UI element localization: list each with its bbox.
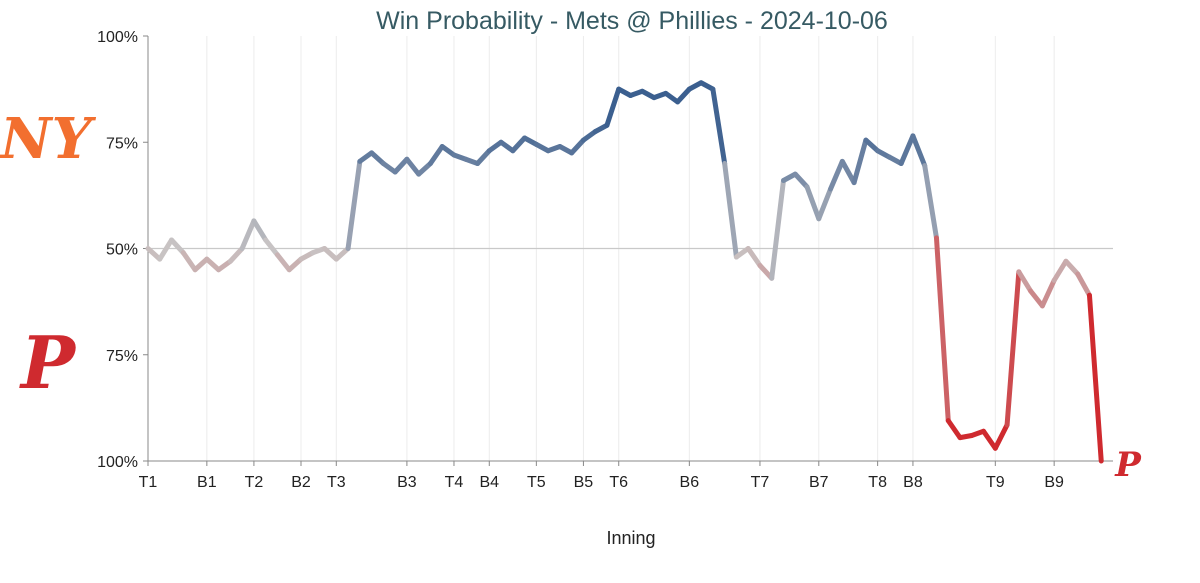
x-tick-label: T8	[868, 474, 887, 491]
x-tick-label: T2	[245, 474, 264, 491]
series-segment	[416, 161, 433, 177]
x-tick-label: T7	[751, 474, 770, 491]
series-segment	[863, 137, 881, 154]
x-axis-label: Inning	[606, 528, 655, 548]
series-segment	[839, 158, 857, 186]
y-tick-label: 100%	[97, 454, 138, 471]
y-tick-label: 75%	[106, 348, 138, 365]
series-segment	[1039, 277, 1057, 309]
x-tick-label: B9	[1044, 474, 1064, 491]
x-tick-label: T5	[527, 474, 546, 491]
x-axis: T1 B1 T2 B2 T3 B3 T4 B4 T5 B5 T6 B6 T7 B7 T8 B8 T9 B9	[139, 460, 1113, 491]
series-segment	[192, 256, 210, 273]
series-segment	[769, 178, 786, 281]
x-tick-label: B4	[479, 474, 499, 491]
series-segment	[427, 144, 445, 166]
chart-title: Win Probability - Mets @ Phillies - 2024…	[376, 7, 888, 35]
x-tick-label: T9	[986, 474, 1005, 491]
x-tick-label: B1	[197, 474, 217, 491]
series-segment	[945, 418, 963, 441]
series-segment	[710, 86, 728, 166]
series-segment	[145, 246, 163, 262]
series-segment	[274, 252, 292, 273]
series-segment	[992, 422, 1010, 451]
series-segment	[910, 133, 928, 169]
series-segment	[169, 237, 186, 256]
series-segment	[828, 158, 845, 192]
series-segment	[816, 186, 834, 222]
series-segment	[1063, 258, 1081, 277]
series-segment	[239, 218, 257, 251]
x-tick-label: B7	[809, 474, 829, 491]
phillies-logo: P	[19, 320, 77, 405]
series-segment	[227, 246, 245, 264]
win-probability-series	[145, 80, 1104, 464]
series-segment	[1004, 269, 1022, 428]
series-segment	[345, 158, 363, 251]
series-segment	[392, 156, 410, 175]
series-segment	[322, 246, 339, 262]
series-segment	[981, 428, 998, 451]
series-segment	[851, 137, 869, 186]
end-winner-logo: P	[1114, 445, 1142, 485]
series-segment	[404, 156, 422, 177]
x-tick-label: T6	[609, 474, 628, 491]
series-segment	[804, 184, 822, 222]
series-segment	[369, 150, 386, 166]
series-segment	[792, 171, 810, 190]
x-tick-label: T1	[139, 474, 158, 491]
series-segment	[604, 86, 622, 128]
x-tick-label: B3	[397, 474, 417, 491]
series-segment	[1075, 271, 1092, 298]
x-tick-label: B8	[903, 474, 923, 491]
series-segment	[286, 256, 304, 273]
x-tick-label: B5	[574, 474, 594, 491]
series-segment	[933, 235, 951, 424]
series-segment	[675, 86, 692, 105]
series-segment	[922, 163, 939, 241]
series-segment	[569, 137, 586, 156]
series-segment	[333, 246, 351, 262]
x-tick-label: T3	[327, 474, 346, 491]
phillies-logo-text: P	[19, 320, 77, 405]
series-segment	[510, 135, 528, 154]
mets-logo: NY	[0, 106, 97, 172]
series-segment	[1086, 292, 1104, 464]
x-tick-label: T4	[445, 474, 464, 491]
y-tick-label: 75%	[106, 135, 138, 152]
series-segment	[263, 237, 280, 258]
y-tick-label: 100%	[97, 29, 138, 46]
x-tick-label: B2	[291, 474, 311, 491]
series-segment	[722, 161, 739, 260]
series-segment	[898, 133, 916, 166]
series-segment	[180, 250, 198, 273]
mets-logo-text: NY	[0, 106, 97, 172]
series-segment	[157, 237, 175, 262]
end-winner-logo-text: P	[1114, 445, 1142, 485]
series-segment	[204, 256, 222, 273]
series-segment	[475, 148, 492, 166]
series-segment	[745, 246, 763, 268]
series-segment	[1028, 288, 1045, 309]
x-tick-label: B6	[680, 474, 700, 491]
grid-lines	[147, 36, 1113, 461]
series-segment	[1051, 258, 1069, 283]
series-segment	[1016, 269, 1034, 294]
y-axis: 100% 75% 50% 75% 100%	[97, 29, 149, 471]
series-segment	[251, 218, 269, 243]
y-tick-label: 50%	[106, 242, 138, 259]
